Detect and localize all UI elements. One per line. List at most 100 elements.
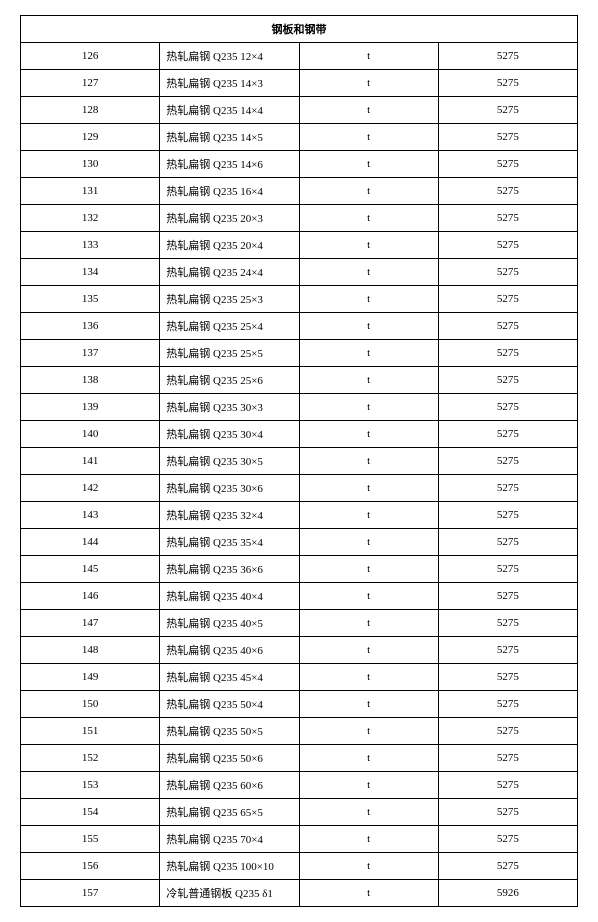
row-unit: t bbox=[299, 772, 438, 799]
row-description: 热轧扁钢 Q235 30×3 bbox=[160, 394, 299, 421]
row-unit: t bbox=[299, 610, 438, 637]
table-row: 133热轧扁钢 Q235 20×4t5275 bbox=[21, 232, 578, 259]
row-price: 5275 bbox=[438, 853, 577, 880]
table-row: 127热轧扁钢 Q235 14×3t5275 bbox=[21, 70, 578, 97]
row-description: 热轧扁钢 Q235 35×4 bbox=[160, 529, 299, 556]
row-description: 热轧扁钢 Q235 50×6 bbox=[160, 745, 299, 772]
table-row: 144热轧扁钢 Q235 35×4t5275 bbox=[21, 529, 578, 556]
table-row: 148热轧扁钢 Q235 40×6t5275 bbox=[21, 637, 578, 664]
row-unit: t bbox=[299, 394, 438, 421]
row-price: 5275 bbox=[438, 151, 577, 178]
row-description: 热轧扁钢 Q235 16×4 bbox=[160, 178, 299, 205]
row-price: 5275 bbox=[438, 502, 577, 529]
row-unit: t bbox=[299, 664, 438, 691]
row-number: 127 bbox=[21, 70, 160, 97]
row-unit: t bbox=[299, 556, 438, 583]
table-row: 131热轧扁钢 Q235 16×4t5275 bbox=[21, 178, 578, 205]
table-row: 146热轧扁钢 Q235 40×4t5275 bbox=[21, 583, 578, 610]
row-price: 5275 bbox=[438, 529, 577, 556]
row-unit: t bbox=[299, 502, 438, 529]
row-description: 热轧扁钢 Q235 25×3 bbox=[160, 286, 299, 313]
row-description: 热轧扁钢 Q235 12×4 bbox=[160, 43, 299, 70]
table-row: 143热轧扁钢 Q235 32×4t5275 bbox=[21, 502, 578, 529]
row-number: 129 bbox=[21, 124, 160, 151]
table-row: 129热轧扁钢 Q235 14×5t5275 bbox=[21, 124, 578, 151]
row-unit: t bbox=[299, 583, 438, 610]
row-description: 热轧扁钢 Q235 50×4 bbox=[160, 691, 299, 718]
row-price: 5275 bbox=[438, 232, 577, 259]
row-number: 146 bbox=[21, 583, 160, 610]
row-unit: t bbox=[299, 340, 438, 367]
row-description: 热轧扁钢 Q235 32×4 bbox=[160, 502, 299, 529]
row-price: 5275 bbox=[438, 637, 577, 664]
row-number: 145 bbox=[21, 556, 160, 583]
row-description: 热轧扁钢 Q235 30×5 bbox=[160, 448, 299, 475]
row-price: 5275 bbox=[438, 556, 577, 583]
row-unit: t bbox=[299, 232, 438, 259]
row-number: 142 bbox=[21, 475, 160, 502]
row-unit: t bbox=[299, 475, 438, 502]
row-unit: t bbox=[299, 259, 438, 286]
table-header-row: 钢板和钢带 bbox=[21, 16, 578, 43]
row-description: 热轧扁钢 Q235 100×10 bbox=[160, 853, 299, 880]
table-row: 155热轧扁钢 Q235 70×4t5275 bbox=[21, 826, 578, 853]
row-description: 热轧扁钢 Q235 65×5 bbox=[160, 799, 299, 826]
row-description: 热轧扁钢 Q235 36×6 bbox=[160, 556, 299, 583]
row-description: 热轧扁钢 Q235 14×3 bbox=[160, 70, 299, 97]
row-description: 热轧扁钢 Q235 24×4 bbox=[160, 259, 299, 286]
row-price: 5275 bbox=[438, 610, 577, 637]
row-unit: t bbox=[299, 799, 438, 826]
row-number: 135 bbox=[21, 286, 160, 313]
row-description: 热轧扁钢 Q235 14×6 bbox=[160, 151, 299, 178]
table-body: 钢板和钢带 126热轧扁钢 Q235 12×4t5275127热轧扁钢 Q235… bbox=[21, 16, 578, 907]
row-number: 132 bbox=[21, 205, 160, 232]
row-price: 5275 bbox=[438, 43, 577, 70]
table-row: 154热轧扁钢 Q235 65×5t5275 bbox=[21, 799, 578, 826]
row-unit: t bbox=[299, 97, 438, 124]
row-price: 5275 bbox=[438, 583, 577, 610]
table-row: 135热轧扁钢 Q235 25×3t5275 bbox=[21, 286, 578, 313]
row-price: 5275 bbox=[438, 367, 577, 394]
row-price: 5275 bbox=[438, 259, 577, 286]
row-number: 134 bbox=[21, 259, 160, 286]
row-number: 141 bbox=[21, 448, 160, 475]
row-unit: t bbox=[299, 205, 438, 232]
row-price: 5275 bbox=[438, 448, 577, 475]
row-number: 136 bbox=[21, 313, 160, 340]
row-number: 126 bbox=[21, 43, 160, 70]
row-price: 5275 bbox=[438, 394, 577, 421]
row-unit: t bbox=[299, 124, 438, 151]
table-row: 151热轧扁钢 Q235 50×5t5275 bbox=[21, 718, 578, 745]
row-number: 148 bbox=[21, 637, 160, 664]
row-number: 149 bbox=[21, 664, 160, 691]
row-price: 5275 bbox=[438, 205, 577, 232]
row-price: 5926 bbox=[438, 880, 577, 907]
row-number: 143 bbox=[21, 502, 160, 529]
row-unit: t bbox=[299, 880, 438, 907]
row-price: 5275 bbox=[438, 826, 577, 853]
row-unit: t bbox=[299, 448, 438, 475]
row-price: 5275 bbox=[438, 178, 577, 205]
table-row: 153热轧扁钢 Q235 60×6t5275 bbox=[21, 772, 578, 799]
row-price: 5275 bbox=[438, 718, 577, 745]
row-number: 133 bbox=[21, 232, 160, 259]
table-row: 157冷轧普通钢板 Q235 δ1t5926 bbox=[21, 880, 578, 907]
row-description: 热轧扁钢 Q235 30×6 bbox=[160, 475, 299, 502]
row-unit: t bbox=[299, 178, 438, 205]
row-unit: t bbox=[299, 745, 438, 772]
row-description: 热轧扁钢 Q235 40×6 bbox=[160, 637, 299, 664]
row-description: 热轧扁钢 Q235 20×4 bbox=[160, 232, 299, 259]
row-description: 热轧扁钢 Q235 20×3 bbox=[160, 205, 299, 232]
table-row: 142热轧扁钢 Q235 30×6t5275 bbox=[21, 475, 578, 502]
table-row: 149热轧扁钢 Q235 45×4t5275 bbox=[21, 664, 578, 691]
row-number: 156 bbox=[21, 853, 160, 880]
row-number: 155 bbox=[21, 826, 160, 853]
row-price: 5275 bbox=[438, 664, 577, 691]
row-price: 5275 bbox=[438, 97, 577, 124]
row-unit: t bbox=[299, 151, 438, 178]
row-number: 157 bbox=[21, 880, 160, 907]
row-unit: t bbox=[299, 70, 438, 97]
row-number: 139 bbox=[21, 394, 160, 421]
row-description: 热轧扁钢 Q235 60×6 bbox=[160, 772, 299, 799]
row-number: 138 bbox=[21, 367, 160, 394]
